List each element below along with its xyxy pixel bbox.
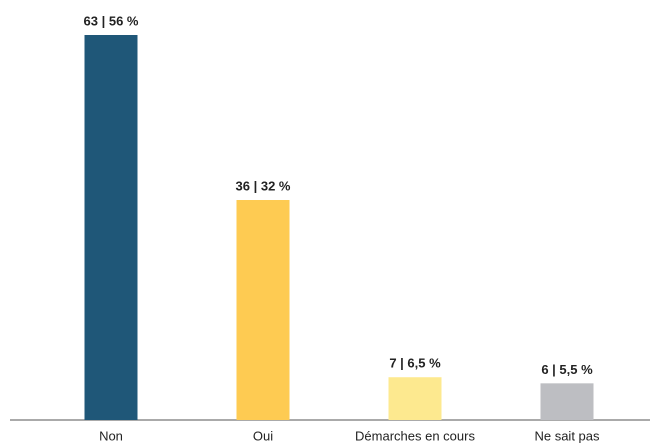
bar xyxy=(540,383,594,420)
value-label: 36 | 32 % xyxy=(236,178,291,193)
x-tick-label: Non xyxy=(99,428,123,443)
x-tick-label: Ne sait pas xyxy=(534,428,600,443)
value-label: 6 | 5,5 % xyxy=(541,362,593,377)
bar xyxy=(84,35,138,420)
value-label: 63 | 56 % xyxy=(84,13,139,28)
x-tick-label: Démarches en cours xyxy=(355,428,475,443)
value-label: 7 | 6,5 % xyxy=(389,356,441,371)
bar xyxy=(236,200,290,420)
bar xyxy=(388,377,442,420)
x-tick-label: Oui xyxy=(253,428,273,443)
